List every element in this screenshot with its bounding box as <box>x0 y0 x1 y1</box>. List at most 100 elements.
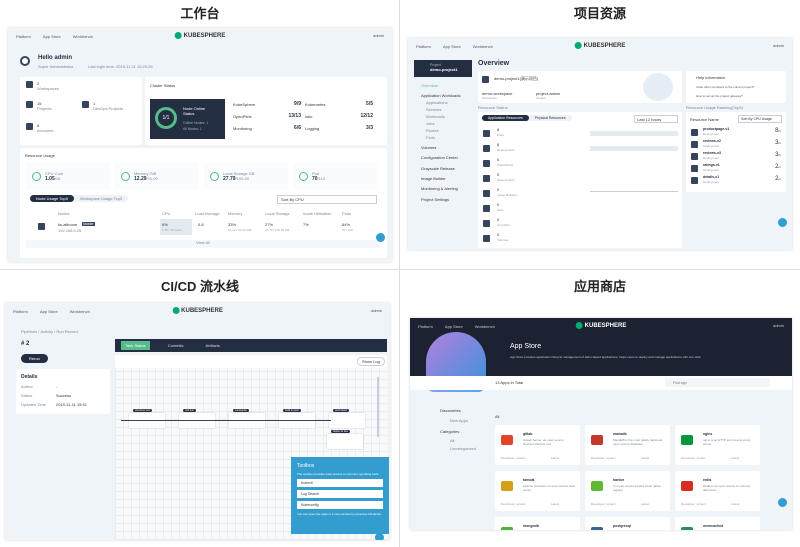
app-card[interactable]: gitlab GitLab Server, an open source DevO… <box>495 425 580 465</box>
nav-platform[interactable]: Platform <box>16 33 31 39</box>
stat-0: 2 Workspaces <box>26 81 59 91</box>
breadcrumb[interactable]: Pipelines / Activity / Run Record <box>21 329 78 334</box>
view-all-link[interactable]: View All <box>26 240 380 248</box>
user-menu[interactable]: admin <box>373 33 384 38</box>
tab-physical-resources[interactable]: Physical Resources <box>534 116 566 120</box>
app-desc: nginx is an HTTP and reverse proxy serve… <box>703 438 751 446</box>
node-name[interactable]: ks-allinone <box>58 222 78 227</box>
tab-application-resources[interactable]: Application Resources <box>482 115 529 121</box>
user-menu[interactable]: admin <box>773 43 784 48</box>
sidebar-item[interactable]: Project Settings <box>421 197 450 202</box>
sidebar-item[interactable]: Configuration Center <box>421 155 458 160</box>
user-menu[interactable]: admin <box>773 323 784 328</box>
user-menu[interactable]: admin <box>371 308 382 313</box>
workload-name[interactable]: ratings-v1 <box>703 163 720 167</box>
kubesphere-logo: KUBESPHERE <box>174 32 225 39</box>
sidebar-item[interactable]: Image Builder <box>421 176 446 181</box>
nav-app_store[interactable]: App Store <box>42 33 61 39</box>
sidebar-item[interactable]: Services <box>426 107 442 112</box>
sidebar-item[interactable]: Applications <box>426 100 448 105</box>
tab-task-status[interactable]: Task Status <box>121 341 150 350</box>
sidebar-item[interactable]: Workloads <box>426 114 445 119</box>
workload-name[interactable]: reviews-v2 <box>703 139 721 143</box>
nav-app_store[interactable]: App Store <box>442 43 461 49</box>
help-link[interactable]: How to set up the project gateway? <box>696 94 743 98</box>
app-card[interactable]: postgresqlPostgreSQL is a powerful, open… <box>585 517 670 530</box>
workload-usage: 3m <box>775 140 781 146</box>
nav-workbench[interactable]: Workbench <box>72 33 93 39</box>
app-card[interactable]: mongodbMongoDB is a general purpose, doc… <box>495 517 580 530</box>
sort-select[interactable]: Sort By CPU <box>277 195 377 204</box>
workload-name[interactable]: reviews-v3 <box>703 151 721 155</box>
nav-platform[interactable]: Platform <box>416 43 431 49</box>
tab-node-usage[interactable]: Node Usage Top5 <box>30 195 74 202</box>
appstore-title: App Store <box>510 343 542 350</box>
ranking-sort-select[interactable]: Sort By CPU Usage <box>738 115 782 123</box>
sidebar-item[interactable]: Routes <box>426 128 439 133</box>
toolbox-button[interactable] <box>376 233 385 242</box>
stage-node[interactable] <box>329 413 365 428</box>
app-logo-icon <box>501 481 513 491</box>
resource-label: Pods <box>497 133 504 137</box>
show-log-button[interactable]: Show Log <box>357 357 385 366</box>
toolbox-button[interactable] <box>778 218 787 227</box>
role: Super Administrator <box>38 64 74 69</box>
toolbox-item[interactable]: Log Search <box>297 490 383 498</box>
sidebar-item[interactable]: Monitoring & Alerting <box>421 186 458 191</box>
nav-workbench[interactable]: Workbench <box>474 323 495 329</box>
sidebar-item[interactable]: Overview <box>421 83 438 88</box>
sidebar-item[interactable]: Application Workloads <box>421 93 461 98</box>
zoom-slider[interactable] <box>377 377 379 437</box>
sidebar-item[interactable]: Volumes <box>421 145 437 150</box>
app-card[interactable]: nginx nginx is an HTTP and reverse proxy … <box>675 425 760 465</box>
nav-platform[interactable]: Platform <box>418 323 433 329</box>
resource-count: 0 <box>497 172 500 177</box>
workload-icon <box>691 129 698 136</box>
app-search-input[interactable] <box>665 378 770 387</box>
usage-value: 3 <box>775 152 779 158</box>
stage-connector <box>121 420 331 421</box>
sidebar-item[interactable]: Jobs <box>426 121 435 126</box>
app-card[interactable]: redis Redis is an open source in-memory d… <box>675 471 760 511</box>
workload-name[interactable]: details-v1 <box>703 175 720 179</box>
cpu-highlight <box>160 219 192 235</box>
toolbox-item[interactable]: Kubectl <box>297 479 383 487</box>
tab-commits[interactable]: Commits <box>167 343 184 348</box>
cluster-status-card: Cluster Status 1/1 Node Online Status Onlin… <box>145 77 387 145</box>
resource-status-card: Application Resources Physical Resources L… <box>478 112 682 248</box>
tab-artifacts[interactable]: Artifacts <box>205 343 220 348</box>
app-card[interactable]: harbor An open source trusted cloud nativ… <box>585 471 670 511</box>
run-number: # 2 <box>21 341 30 347</box>
project-selector[interactable]: Project demo-project1 <box>414 60 472 77</box>
workspace-label: Workspace <box>482 96 497 100</box>
nav-app_store[interactable]: App Store <box>39 308 58 314</box>
nav-platform[interactable]: Platform <box>13 308 28 314</box>
sidebar-item[interactable]: Pods <box>426 135 436 140</box>
app-card[interactable]: tomcat Apache Tomcat is an open source we… <box>495 471 580 511</box>
toolbox-item[interactable]: Kubeconfig <box>297 501 383 509</box>
divider <box>0 269 800 270</box>
nav-workbench[interactable]: Workbench <box>69 308 90 314</box>
toolbox-button[interactable] <box>375 533 384 540</box>
stage-node[interactable] <box>327 434 363 449</box>
nav-workbench[interactable]: Workbench <box>472 43 493 49</box>
help-link[interactable]: Invite other members to the current proj… <box>696 85 755 89</box>
sidebar-item[interactable]: Grayscale Release <box>421 166 455 171</box>
stat-label: Projects <box>37 106 52 111</box>
workload-icon <box>691 153 698 160</box>
nav-app_store[interactable]: App Store <box>444 323 463 329</box>
resource-count: 0 <box>497 232 500 237</box>
filter-new-apps[interactable]: New Apps <box>450 418 469 423</box>
detail-key: Status <box>21 393 33 398</box>
app-logo-icon <box>591 481 603 491</box>
rerun-button[interactable]: Rerun <box>21 354 48 363</box>
time-range-select[interactable]: Last 12 hours <box>634 115 678 123</box>
workload-name[interactable]: productpage-v1 <box>703 127 730 131</box>
filter-all[interactable]: All <box>450 438 455 443</box>
toolbox-button[interactable] <box>778 498 787 507</box>
app-card[interactable]: memcachedFree & open source, high-perfor… <box>675 517 760 530</box>
filter-uncategorized[interactable]: Uncategorized <box>450 446 476 451</box>
tab-workspace-usage[interactable]: Workspace Usage Top5 <box>79 196 123 201</box>
workload-icon <box>691 141 698 148</box>
app-card[interactable]: mariadb MariaDB is the most widely deploy… <box>585 425 670 465</box>
